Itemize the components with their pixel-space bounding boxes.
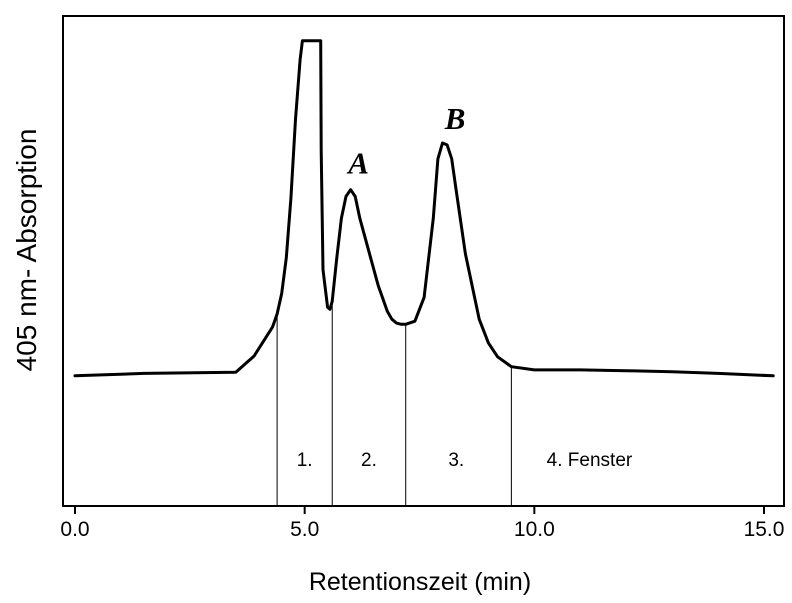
x-axis-ticks: 0.0 5.0 10.0 15.0 <box>60 506 784 541</box>
x-tick-label-4: 15.0 <box>744 518 785 541</box>
x-tick-label-3: 10.0 <box>514 518 555 541</box>
peak-annotations: AB <box>346 101 465 181</box>
window-label-1: 1. <box>297 450 313 471</box>
x-axis-label: Retentionszeit (min) <box>309 568 531 596</box>
peak-annotation-b: B <box>444 101 466 136</box>
peak-annotation-a: A <box>346 146 369 181</box>
series-layer <box>73 39 775 378</box>
window-label-2: 2. <box>361 450 377 471</box>
window-label-3: 3. <box>448 450 464 471</box>
x-tick-label-1: 0.0 <box>60 518 89 541</box>
plot-frame <box>62 15 785 507</box>
window-layer: 1. 2. 3. 4. Fenster <box>276 301 633 506</box>
x-tick-label-2: 5.0 <box>290 518 319 541</box>
window-label-4: 4. Fenster <box>547 450 633 471</box>
series-line <box>73 39 775 378</box>
y-axis-label: 405 nm- Absorption <box>11 129 42 372</box>
